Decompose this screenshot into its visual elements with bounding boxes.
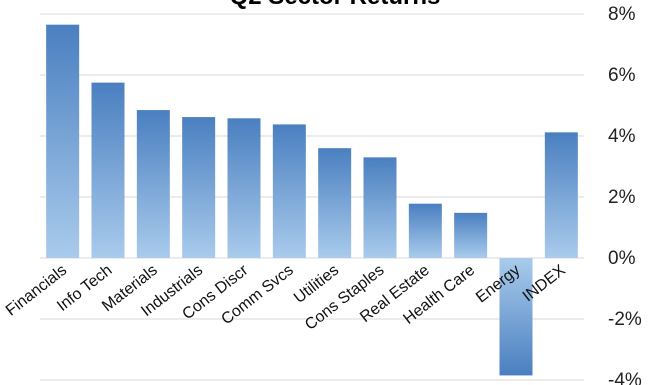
y-tick-label: 2% xyxy=(608,187,636,208)
y-axis-ticks: -4% -2% 0% 2% 4% 6% 8% xyxy=(608,4,642,385)
bar xyxy=(363,157,397,258)
x-tick-label: Financials xyxy=(3,262,70,320)
bar xyxy=(46,24,80,258)
bar xyxy=(227,118,261,258)
bar xyxy=(454,212,488,258)
y-tick-label: 0% xyxy=(608,248,636,269)
y-tick-label: -2% xyxy=(608,309,642,330)
gridlines xyxy=(40,13,584,381)
bar xyxy=(544,132,578,258)
y-tick-label: 8% xyxy=(608,4,636,25)
bar xyxy=(408,203,442,258)
y-tick-label: 6% xyxy=(608,65,636,86)
y-tick-label: 4% xyxy=(608,126,636,147)
x-tick-label: Cons Staples xyxy=(302,262,387,334)
bar xyxy=(499,258,533,376)
bar xyxy=(182,117,216,258)
bars xyxy=(46,24,578,376)
bar xyxy=(272,124,306,258)
bar xyxy=(318,148,352,258)
bar xyxy=(91,82,125,258)
bar xyxy=(136,110,170,258)
y-tick-label: -4% xyxy=(608,370,642,385)
chart-title: Q2 Sector Returns xyxy=(230,0,441,10)
